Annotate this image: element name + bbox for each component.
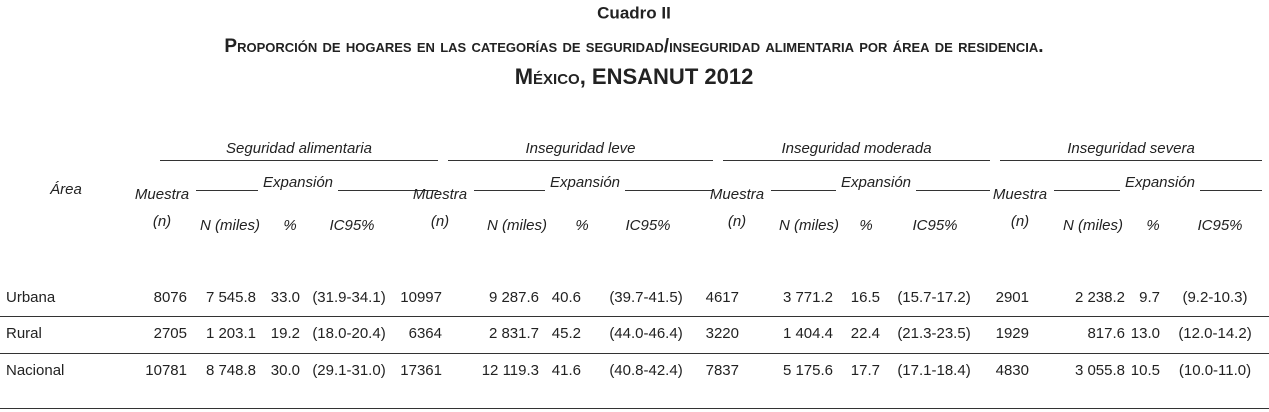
cell: 10781 — [145, 362, 187, 379]
cell: 19.2 — [271, 325, 300, 342]
cell: 4830 — [996, 362, 1029, 379]
cell: 1 203.1 — [206, 325, 256, 342]
table-title: México, ENSANUT 2012 — [515, 64, 754, 89]
cell: 9 287.6 — [489, 289, 539, 306]
cell: 2901 — [996, 289, 1029, 306]
sample-header: Muestra — [135, 186, 189, 203]
cell: 2 831.7 — [489, 325, 539, 342]
cell: (44.0-46.4) — [609, 325, 682, 342]
column-header: % — [283, 217, 296, 234]
column-header: % — [859, 217, 872, 234]
column-header: N (miles) — [1063, 217, 1123, 234]
column-header: N (miles) — [200, 217, 260, 234]
group-header: Seguridad alimentaria — [226, 140, 372, 157]
column-header: IC95% — [329, 217, 374, 234]
column-header: IC95% — [912, 217, 957, 234]
column-header: N (miles) — [487, 217, 547, 234]
sample-unit: (n) — [728, 213, 746, 230]
cell: 17361 — [400, 362, 442, 379]
cell: 45.2 — [552, 325, 581, 342]
cell: (12.0-14.2) — [1178, 325, 1251, 342]
sample-unit: (n) — [153, 213, 171, 230]
cell: (9.2-10.3) — [1182, 289, 1247, 306]
expansion-header: Expansión — [263, 174, 333, 191]
group-header: Inseguridad leve — [525, 140, 635, 157]
cell: 17.7 — [851, 362, 880, 379]
cell: 2 238.2 — [1075, 289, 1125, 306]
cell: 3220 — [706, 325, 739, 342]
sample-header: Muestra — [710, 186, 764, 203]
sample-header: Muestra — [413, 186, 467, 203]
cell: 22.4 — [851, 325, 880, 342]
cell: 7837 — [706, 362, 739, 379]
group-header: Inseguridad moderada — [781, 140, 931, 157]
row-label: Urbana — [6, 289, 56, 306]
cell: 8076 — [154, 289, 187, 306]
cell: 12 119.3 — [482, 362, 539, 379]
cell: 40.6 — [552, 289, 581, 306]
cell: (15.7-17.2) — [897, 289, 970, 306]
expansion-header: Expansión — [550, 174, 620, 191]
cell: 5 175.6 — [783, 362, 833, 379]
cell: 41.6 — [552, 362, 581, 379]
cell: 16.5 — [851, 289, 880, 306]
cell: (40.8-42.4) — [609, 362, 682, 379]
cell: 817.6 — [1087, 325, 1125, 342]
expansion-header: Expansión — [841, 174, 911, 191]
cell: 3 771.2 — [783, 289, 833, 306]
column-header: N (miles) — [779, 217, 839, 234]
cell: 7 545.8 — [206, 289, 256, 306]
cell: (21.3-23.5) — [897, 325, 970, 342]
sample-unit: (n) — [431, 213, 449, 230]
cell: 9.7 — [1139, 289, 1160, 306]
column-header: % — [575, 217, 588, 234]
cell: 2705 — [154, 325, 187, 342]
column-header: IC95% — [625, 217, 670, 234]
cell: (39.7-41.5) — [609, 289, 682, 306]
cell: 4617 — [706, 289, 739, 306]
cell: (29.1-31.0) — [312, 362, 385, 379]
table-label: Cuadro II — [597, 3, 671, 22]
cell: (10.0-11.0) — [1179, 362, 1251, 379]
cell: 33.0 — [271, 289, 300, 306]
cell: (18.0-20.4) — [312, 325, 385, 342]
sample-unit: (n) — [1011, 213, 1029, 230]
row-label: Nacional — [6, 362, 64, 379]
cell: 10997 — [400, 289, 442, 306]
cell: 6364 — [409, 325, 442, 342]
column-header: IC95% — [1197, 217, 1242, 234]
area-header: Área — [49, 181, 82, 198]
cell: 3 055.8 — [1075, 362, 1125, 379]
table-title: Proporción de hogares en las categorías … — [224, 36, 1043, 57]
row-label: Rural — [6, 325, 42, 342]
cell: 10.5 — [1131, 362, 1160, 379]
cell: 13.0 — [1131, 325, 1160, 342]
cell: 8 748.8 — [206, 362, 256, 379]
cell: 1929 — [996, 325, 1029, 342]
cell: 30.0 — [271, 362, 300, 379]
cell: (17.1-18.4) — [897, 362, 970, 379]
cell: (31.9-34.1) — [312, 289, 385, 306]
expansion-header: Expansión — [1125, 174, 1195, 191]
group-header: Inseguridad severa — [1067, 140, 1195, 157]
column-header: % — [1146, 217, 1159, 234]
cell: 1 404.4 — [783, 325, 833, 342]
sample-header: Muestra — [993, 186, 1047, 203]
